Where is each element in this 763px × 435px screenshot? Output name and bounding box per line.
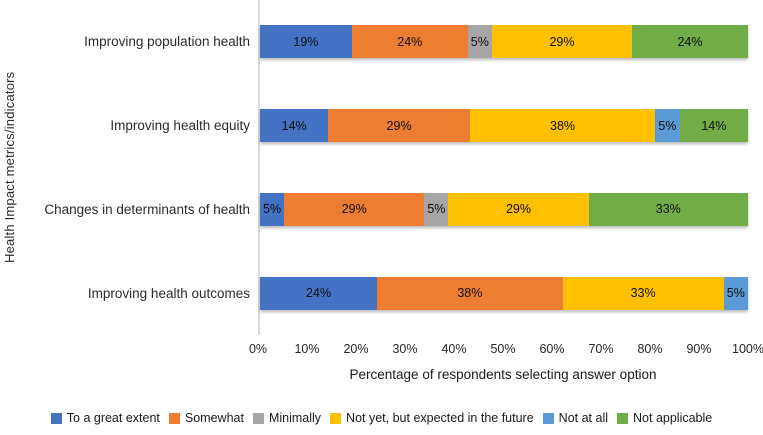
x-tick-label: 80% bbox=[637, 342, 663, 356]
bar-segment: 24% bbox=[260, 276, 378, 310]
x-tick-label: 10% bbox=[294, 342, 320, 356]
x-tick-label: 50% bbox=[490, 342, 516, 356]
data-label: 5% bbox=[658, 118, 677, 133]
data-label: 5% bbox=[726, 286, 745, 301]
bar-segment: 14% bbox=[260, 109, 329, 143]
data-label: 29% bbox=[341, 202, 367, 217]
bar-segment: 24% bbox=[351, 25, 468, 59]
bar-segment: 5% bbox=[424, 192, 449, 226]
x-tick-label: 30% bbox=[392, 342, 418, 356]
legend-item: Not at all bbox=[542, 411, 609, 425]
category-label: Improving population health bbox=[84, 34, 250, 50]
data-label: 24% bbox=[306, 286, 332, 301]
category-label: Improving health outcomes bbox=[87, 285, 250, 301]
data-label: 33% bbox=[630, 286, 656, 301]
legend-item: Not yet, but expected in the future bbox=[330, 411, 534, 425]
bar-segment: 38% bbox=[469, 109, 656, 143]
bar-segment: 19% bbox=[260, 25, 352, 59]
bar-segment: 29% bbox=[328, 109, 470, 143]
data-label: 29% bbox=[386, 118, 412, 133]
x-axis-ticks: 0% 10% 20% 30% 40% 50% 60% 70% 80% 90% 100% bbox=[249, 342, 763, 360]
legend-color-swatch-icon bbox=[50, 412, 62, 424]
legend-color-swatch-icon bbox=[330, 412, 342, 424]
x-tick-label: 90% bbox=[686, 342, 712, 356]
bar-segment: 5% bbox=[655, 109, 680, 143]
x-tick-label: 100% bbox=[732, 342, 763, 356]
bar-segment: 29% bbox=[448, 192, 589, 226]
legend-color-swatch-icon bbox=[617, 412, 629, 424]
x-tick-label: 40% bbox=[441, 342, 467, 356]
legend-color-swatch-icon bbox=[542, 412, 554, 424]
stacked-bar: 14% 29% 38% 5% 14% bbox=[260, 109, 748, 143]
legend-color-swatch-icon bbox=[168, 412, 180, 424]
bar-segment: 5% bbox=[723, 276, 749, 310]
legend-label: Not applicable bbox=[633, 411, 713, 425]
legend-item: Minimally bbox=[252, 411, 322, 425]
data-label: 14% bbox=[281, 118, 307, 133]
legend-item: Somewhat bbox=[168, 411, 244, 425]
data-label: 19% bbox=[293, 34, 319, 49]
legend-label: To a great extent bbox=[66, 411, 160, 425]
legend-label: Minimally bbox=[268, 411, 322, 425]
bar-row: 19% 24% 5% 29% 24% bbox=[260, 0, 748, 84]
y-axis-title: Health Impact metrics/indicators bbox=[2, 71, 17, 264]
data-label: 5% bbox=[263, 202, 282, 217]
x-tick-label: 60% bbox=[539, 342, 565, 356]
legend-label: Somewhat bbox=[184, 411, 244, 425]
chart-legend: To a great extent Somewhat Minimally Not ye… bbox=[0, 406, 763, 430]
bar-segment: 29% bbox=[491, 25, 633, 59]
data-label: 14% bbox=[701, 118, 727, 133]
stacked-bar: 24% 38% 33% 5% bbox=[260, 276, 749, 310]
x-axis-title: Percentage of respondents selecting answ… bbox=[349, 367, 657, 382]
bar-segment: 33% bbox=[588, 192, 749, 226]
bar-row: 24% 38% 33% 5% bbox=[260, 251, 749, 335]
legend-label: Not at all bbox=[558, 411, 609, 425]
bar-row: 14% 29% 38% 5% 14% bbox=[260, 84, 748, 168]
bar-segment: 14% bbox=[679, 109, 748, 143]
x-tick-label: 20% bbox=[343, 342, 369, 356]
bar-row: 5% 29% 5% 29% 33% bbox=[260, 168, 749, 252]
x-tick-label: 70% bbox=[588, 342, 614, 356]
stacked-bar: 19% 24% 5% 29% 24% bbox=[260, 25, 748, 59]
data-label: 38% bbox=[550, 118, 576, 133]
category-label: Changes in determinants of health bbox=[44, 201, 250, 217]
category-label: Improving health equity bbox=[110, 118, 250, 134]
data-label: 5% bbox=[470, 34, 489, 49]
legend-label: Not yet, but expected in the future bbox=[346, 411, 534, 425]
bar-segment: 29% bbox=[284, 192, 425, 226]
data-label: 29% bbox=[505, 202, 532, 217]
data-label: 5% bbox=[427, 202, 446, 217]
data-label: 24% bbox=[677, 34, 703, 49]
category-axis-labels: Improving population health Improving hea… bbox=[30, 0, 250, 335]
stacked-bar: 5% 29% 5% 29% 33% bbox=[260, 192, 749, 226]
bar-rows: 19% 24% 5% 29% 24% 14% 29% 38% 5% 14% 5% 29% 5% 29% 33… bbox=[260, 0, 749, 335]
data-label: 24% bbox=[397, 34, 423, 49]
bar-segment: 38% bbox=[377, 276, 563, 310]
legend-item: Not applicable bbox=[617, 411, 712, 425]
bar-segment: 5% bbox=[260, 192, 285, 226]
bar-segment: 33% bbox=[562, 276, 724, 310]
legend-item: To a great extent bbox=[50, 411, 160, 425]
plot-area: 19% 24% 5% 29% 24% 14% 29% 38% 5% 14% 5% 29% 5% 29% 33… bbox=[258, 0, 749, 335]
data-label: 29% bbox=[549, 34, 575, 49]
data-label: 38% bbox=[457, 286, 483, 301]
data-label: 33% bbox=[655, 202, 681, 217]
bar-segment: 24% bbox=[632, 25, 748, 59]
x-tick-label: 0% bbox=[248, 342, 268, 356]
legend-color-swatch-icon bbox=[252, 412, 264, 424]
bar-segment: 5% bbox=[467, 25, 492, 59]
